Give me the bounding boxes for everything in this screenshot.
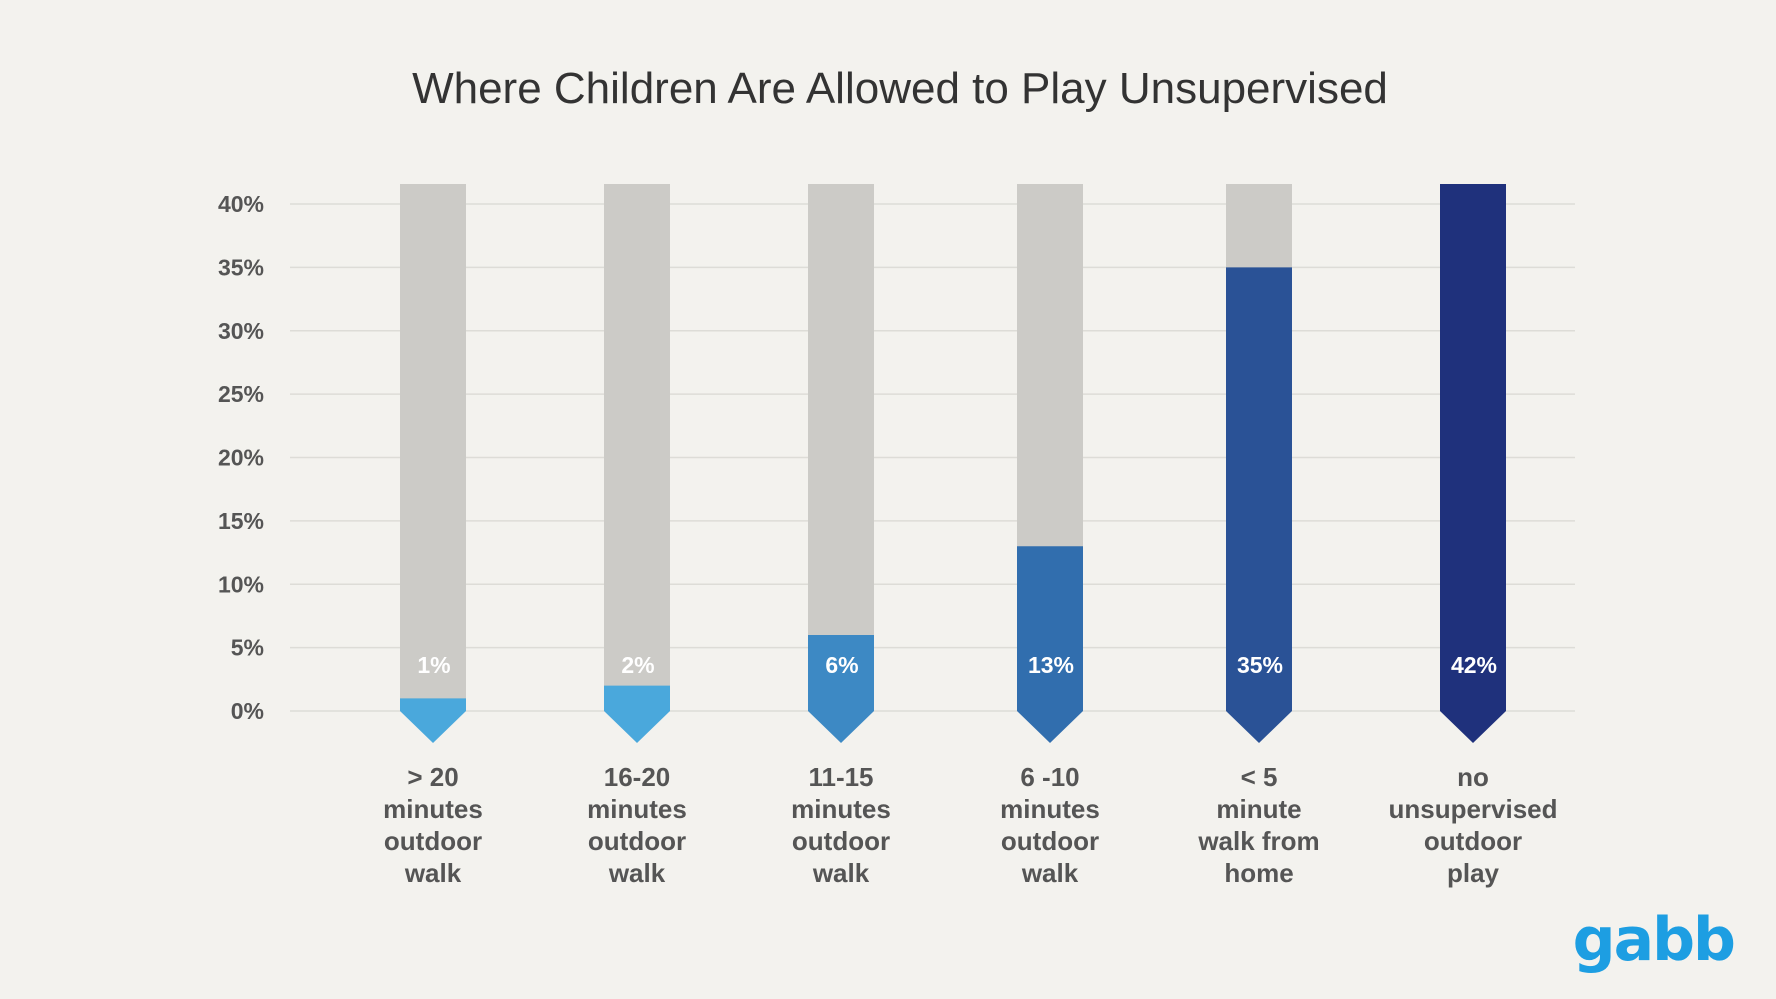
- bar: [808, 634, 874, 743]
- gabb-logo: gabb: [1573, 905, 1734, 975]
- y-tick-label: 15%: [218, 508, 264, 534]
- y-tick-label: 25%: [218, 381, 264, 407]
- category-label-line: walk from: [1197, 826, 1319, 856]
- y-tick-label: 40%: [218, 191, 264, 217]
- bar: [1017, 546, 1083, 743]
- bar: [604, 685, 670, 743]
- bar-value-label: 13%: [1028, 652, 1074, 678]
- category-label-line: walk: [1021, 858, 1079, 888]
- category-label-line: outdoor: [1424, 826, 1522, 856]
- bar-track: [808, 184, 874, 711]
- y-tick-label: 10%: [218, 571, 264, 597]
- y-tick-label: 20%: [218, 445, 264, 471]
- bar-track: [400, 184, 466, 711]
- category-label-line: 11-15: [808, 762, 873, 792]
- category-label-line: outdoor: [792, 826, 890, 856]
- bar-value-label: 35%: [1237, 652, 1283, 678]
- category-label-line: 6 -10: [1020, 762, 1079, 792]
- category-label-line: outdoor: [1001, 826, 1099, 856]
- category-label: > 20 minutes outdoor walk: [383, 762, 483, 888]
- y-tick-label: 35%: [218, 254, 264, 280]
- category-label: no unsupervised outdoor play: [1388, 762, 1557, 888]
- category-label: 11-15 minutes outdoor walk: [791, 762, 891, 888]
- bar-value-label: 1%: [417, 652, 450, 678]
- category-label-line: walk: [608, 858, 666, 888]
- bars: 1% 2% 6% 13% 35% 42%: [400, 184, 1506, 743]
- category-label-line: minutes: [1000, 794, 1100, 824]
- category-label-line: walk: [812, 858, 870, 888]
- category-label-line: > 20: [407, 762, 458, 792]
- grid-lines: [290, 203, 1575, 712]
- category-label-line: minute: [1216, 794, 1301, 824]
- category-label-line: outdoor: [588, 826, 686, 856]
- category-label: 6 -10 minutes outdoor walk: [1000, 762, 1100, 888]
- y-tick-label: 0%: [231, 698, 264, 724]
- bar: [1440, 184, 1506, 743]
- bar-value-label: 42%: [1451, 652, 1497, 678]
- category-label-line: < 5: [1241, 762, 1278, 792]
- category-label-line: minutes: [587, 794, 687, 824]
- category-label: < 5 minute walk from home: [1197, 762, 1319, 888]
- category-label: 16-20 minutes outdoor walk: [587, 762, 687, 888]
- bar: [1226, 267, 1292, 743]
- category-label-line: walk: [404, 858, 462, 888]
- y-axis-ticks: 0% 5% 10% 15% 20% 25% 30% 35% 40%: [218, 191, 264, 724]
- category-label-line: play: [1447, 858, 1500, 888]
- y-tick-label: 30%: [218, 318, 264, 344]
- category-label-line: 16-20: [604, 762, 671, 792]
- bar: [400, 698, 466, 743]
- category-label-line: unsupervised: [1388, 794, 1557, 824]
- category-label-line: outdoor: [384, 826, 482, 856]
- category-label-line: minutes: [383, 794, 483, 824]
- bar-value-label: 2%: [621, 652, 654, 678]
- category-label-line: minutes: [791, 794, 891, 824]
- bar-value-label: 6%: [825, 652, 858, 678]
- category-label-line: no: [1457, 762, 1489, 792]
- bar-track: [604, 184, 670, 711]
- y-tick-label: 5%: [231, 635, 264, 661]
- chart-title: Where Children Are Allowed to Play Unsup…: [412, 64, 1388, 113]
- category-label-line: home: [1224, 858, 1293, 888]
